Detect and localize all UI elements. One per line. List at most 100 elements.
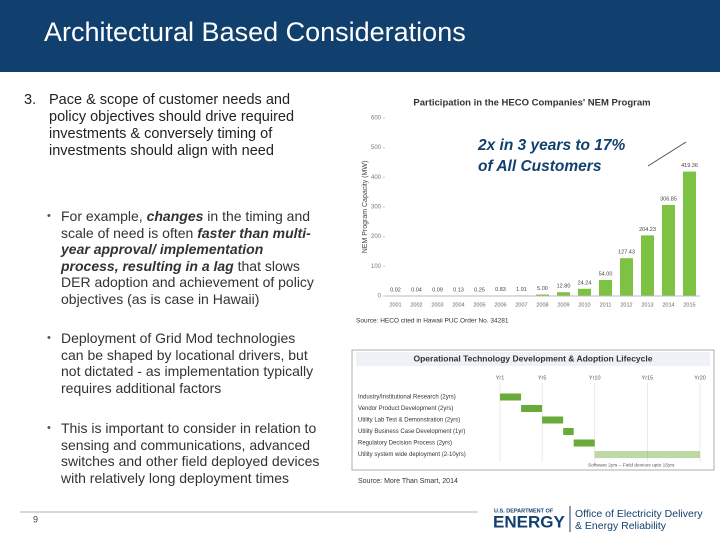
column-label: Yr15 — [642, 375, 654, 381]
value-label: 419.36 — [681, 163, 698, 169]
y-tick-label: 500 — [371, 145, 382, 151]
y-tick-label: 0 — [378, 294, 382, 300]
row-label: Regulatory Decision Process (2yrs) — [358, 441, 452, 447]
bar — [683, 171, 696, 296]
bullet: • For example, changes in the timing and … — [47, 208, 320, 307]
column-label: Yr20 — [694, 375, 706, 381]
lifecycle-title: Operational Technology Development & Ado… — [414, 353, 653, 363]
annotation: 2x in 3 years to 17% — [477, 137, 626, 154]
value-label: 12.80 — [557, 284, 571, 290]
value-label: 24.24 — [578, 280, 592, 286]
text-run: in the timing and scale of need is often — [61, 208, 311, 241]
text-run: For example, — [61, 208, 147, 224]
bar — [536, 294, 549, 296]
value-label: 0.02 — [390, 287, 401, 293]
x-tick-label: 2009 — [557, 302, 569, 308]
value-label: 127.43 — [618, 250, 635, 256]
text-run: Deployment of Grid Mod technologies can … — [61, 330, 314, 396]
chart-source: Source: HECO cited in Hawaii PUC Order N… — [356, 318, 509, 325]
value-label: 5.00 — [537, 286, 548, 292]
x-tick-label: 2011 — [600, 302, 612, 308]
x-tick-label: 2003 — [431, 302, 443, 308]
row-label: Utility system wide deployment (2-10yrs) — [358, 452, 466, 458]
gantt-bar — [542, 416, 564, 424]
text-run: changes — [146, 208, 204, 224]
row-label: Utility Business Case Development (1yr) — [358, 429, 465, 435]
text-run: that slows DER adoption and achievement … — [61, 257, 314, 307]
value-label: 0.13 — [453, 287, 464, 293]
bullet-dot: • — [47, 422, 51, 434]
agency: U.S. DEPARTMENT OF — [494, 508, 554, 514]
bar — [641, 235, 654, 296]
annotation-arrow — [647, 141, 687, 167]
header-band — [0, 0, 720, 72]
value-label: 54.00 — [599, 271, 613, 277]
bar — [557, 292, 570, 296]
value-label: 306.85 — [660, 196, 677, 202]
x-tick-label: 2005 — [473, 302, 485, 308]
y-axis-label: NEM Program Capacity (MW) — [362, 161, 369, 254]
x-tick-label: 2007 — [515, 302, 527, 308]
bar — [662, 204, 675, 296]
gantt-bar — [573, 439, 595, 447]
gantt-bar — [563, 428, 574, 435]
lifecycle-source: Source: More Than Smart, 2014 — [358, 478, 458, 485]
bar — [620, 258, 633, 296]
y-tick-label: 200 — [371, 234, 382, 240]
column-label: Yr1 — [496, 375, 505, 381]
main-point: 3. Pace & scope of customer needs and po… — [24, 92, 324, 160]
column-label: Yr10 — [589, 375, 601, 381]
x-tick-label: 2004 — [452, 302, 464, 308]
chart-title: Participation in the HECO Companies' NEM… — [413, 98, 650, 109]
bullet-dot: • — [47, 210, 51, 222]
gantt-bar — [521, 405, 543, 412]
agency-name: ENERGY — [493, 512, 565, 531]
page-number: 9 — [33, 514, 38, 524]
y-tick-label: 600 — [371, 116, 382, 122]
x-tick-label: 2008 — [536, 302, 548, 308]
point-number: 3. — [24, 92, 37, 108]
x-tick-label: 2001 — [389, 302, 401, 308]
y-tick-label: 100 — [371, 264, 382, 270]
y-tick-label: 400 — [371, 175, 382, 181]
x-tick-label: 2013 — [641, 302, 653, 308]
row-label: Industry/Institutional Research (2yrs) — [358, 395, 456, 401]
x-tick-label: 2015 — [683, 302, 695, 308]
bullet-dot: • — [47, 332, 51, 344]
lifecycle-title-band — [356, 352, 710, 366]
value-label: 0.09 — [432, 287, 443, 293]
slide-title: Architectural Based Considerations — [44, 17, 466, 47]
gantt-bar — [594, 451, 700, 458]
bar — [578, 288, 591, 296]
annotation: of All Customers — [478, 158, 602, 175]
x-tick-label: 2014 — [662, 302, 674, 308]
point-text: Pace & scope of customer needs and polic… — [49, 92, 295, 159]
x-tick-label: 2002 — [410, 302, 422, 308]
bullet: • This is important to consider in relati… — [47, 420, 320, 486]
row-label: Vendor Product Development (2yrs) — [358, 406, 453, 412]
gantt-bar — [500, 393, 522, 401]
x-tick-label: 2012 — [620, 302, 632, 308]
lifecycle-note: Software 2yrs – Field devices upto 15yrs — [588, 462, 675, 468]
value-label: 0.04 — [411, 287, 422, 293]
text-run: faster than multi-year approval/ impleme… — [61, 224, 311, 274]
text-run: This is important to consider in relatio… — [61, 420, 320, 486]
y-tick-label: 300 — [371, 205, 382, 211]
value-label: 0.25 — [474, 287, 485, 293]
bullet-text: Deployment of Grid Mod technologies can … — [61, 330, 320, 396]
x-tick-label: 2010 — [578, 302, 590, 308]
value-label: 1.91 — [516, 287, 527, 293]
bullet-text: This is important to consider in relatio… — [61, 420, 320, 486]
bullet: • Deployment of Grid Mod technologies can… — [47, 330, 320, 396]
x-tick-label: 2006 — [494, 302, 506, 308]
office: Office of Electricity Delivery — [575, 508, 703, 520]
value-label: 0.83 — [495, 287, 506, 293]
bar — [599, 279, 612, 296]
office-line-2: & Energy Reliability — [575, 520, 667, 532]
row-label: Utility Lab Test & Demonstration (2yrs) — [358, 418, 460, 424]
value-label: 204.23 — [639, 227, 656, 233]
bullet-text: For example, changes in the timing and s… — [61, 208, 320, 307]
column-label: Yr5 — [538, 375, 547, 381]
